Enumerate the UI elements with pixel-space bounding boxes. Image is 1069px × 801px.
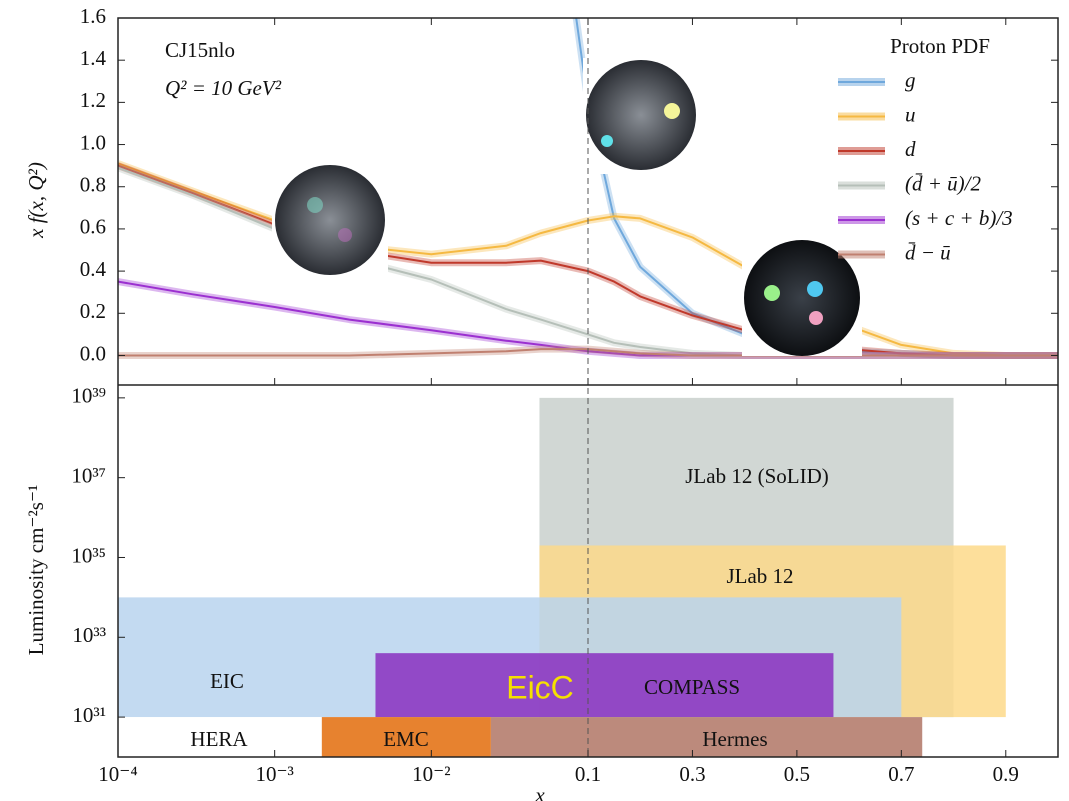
y-tick-label: 10³¹ <box>72 703 106 727</box>
range-box <box>490 717 923 757</box>
box-label: EIC <box>210 669 244 693</box>
y-tick-label: 0.2 <box>80 299 106 323</box>
box-label: EMC <box>383 727 429 751</box>
x-tick-label: 10⁻² <box>412 762 450 786</box>
y-tick-label: 0.6 <box>80 215 106 239</box>
x-axis-label: x <box>534 783 545 801</box>
legend-label: d̄ − ū <box>905 240 951 264</box>
annotation: Q² = 10 GeV² <box>165 76 282 100</box>
quark-dot <box>764 285 780 301</box>
annotation: EicC <box>506 669 574 705</box>
x-tick-label: 0.9 <box>993 762 1019 786</box>
legend-label: (s + c + b)/3 <box>905 206 1013 230</box>
annotation: CJ15nlo <box>165 38 235 62</box>
y-tick-label: 10³⁷ <box>71 463 106 487</box>
proton-image <box>586 60 696 170</box>
y-tick-label: 1.6 <box>80 4 106 28</box>
legend-label: (d̄ + ū)/2 <box>905 171 981 195</box>
box-label: COMPASS <box>644 675 740 699</box>
range-box <box>118 717 322 757</box>
legend-label: d <box>905 137 916 161</box>
proton-image <box>744 240 860 356</box>
y-tick-label: 10³³ <box>72 623 106 647</box>
quark-dot <box>338 228 352 242</box>
range-box <box>321 717 491 757</box>
box-label: HERA <box>190 727 248 751</box>
y-tick-label: 0.4 <box>80 257 107 281</box>
y-tick-label: 10³⁹ <box>71 384 106 408</box>
box-label: JLab 12 (SoLID) <box>685 464 828 488</box>
x-tick-label: 0.5 <box>784 762 810 786</box>
box-label: JLab 12 <box>726 564 793 588</box>
legend: gud (d̄ + ū)/2 (s + c + b)/3 d̄ − ū <box>838 68 1013 264</box>
quark-dot <box>601 135 613 147</box>
y-tick-label: 1.4 <box>80 46 107 70</box>
y-axis-label: x f(x, Q²) <box>24 162 48 239</box>
y-axis-label: Luminosity cm⁻²s⁻¹ <box>24 485 48 656</box>
quark-dot <box>307 197 323 213</box>
quark-dot <box>807 281 823 297</box>
line <box>118 348 1058 357</box>
quark-dot <box>809 311 823 325</box>
x-tick-label: 10⁻⁴ <box>98 762 137 786</box>
legend-label: u <box>905 102 916 126</box>
y-tick-label: 10³⁵ <box>71 543 106 567</box>
bottom-panel: JLab 12 (SoLID) JLab 12 EIC COMPASS HERA EMC H… <box>118 397 1006 757</box>
y-tick-label: 0.0 <box>80 341 106 365</box>
y-tick-label: 1.2 <box>80 88 106 112</box>
legend-label: g <box>905 68 916 92</box>
proton-images <box>272 58 862 356</box>
range-box <box>375 653 834 718</box>
x-tick-label: 0.1 <box>575 762 601 786</box>
proton-image <box>275 165 385 275</box>
box-label: Hermes <box>702 727 767 751</box>
x-tick-label: 0.3 <box>679 762 705 786</box>
x-tick-label: 10⁻³ <box>255 762 293 786</box>
frame: 0.0 0.2 0.4 0.6 0.8 1.0 1.2 1.4 1.6 10³¹ 10³³ 10³⁵ 1… <box>71 4 1059 786</box>
legend-title: Proton PDF <box>890 34 990 58</box>
y-tick-label: 0.8 <box>80 173 106 197</box>
quark-dot <box>664 103 680 119</box>
y-tick-label: 1.0 <box>80 130 106 154</box>
x-tick-label: 0.7 <box>888 762 914 786</box>
